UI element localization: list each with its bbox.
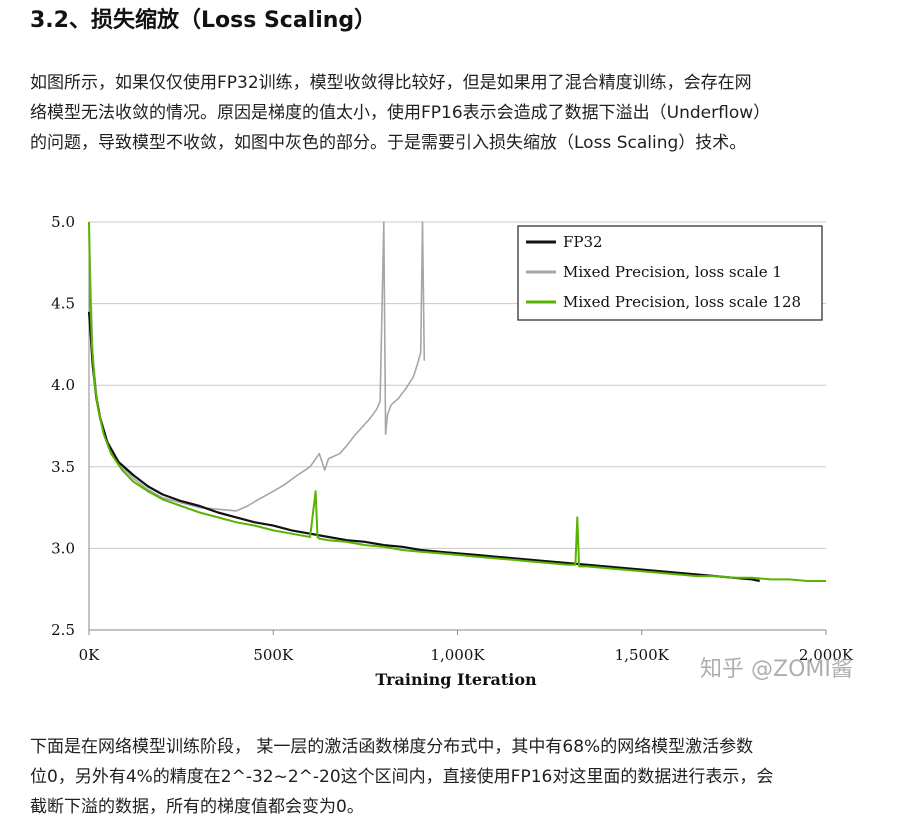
loss-curve-figure: 2.5 3.0 3.5 4.0 4.5 5.0 0K 500K 1,000K 1,500K 2,0…	[36, 200, 862, 700]
chart-legend: FP32 Mixed Precision, loss scale 1 Mixed…	[517, 225, 823, 321]
chart-gridlines	[89, 221, 826, 549]
paragraph-line: 下面是在网络模型训练阶段， 某一层的激活函数梯度分布式中，其中有68%的网络模型…	[30, 737, 754, 757]
watermark: 知乎 @ZOMI酱	[700, 657, 853, 682]
loss-curve-chart: 2.5 3.0 3.5 4.0 4.5 5.0 0K 500K 1,000K 1,500K 2,0…	[36, 200, 862, 700]
paragraph-line: 络模型无法收敛的情况。原因是梯度的值太小，使用FP16表示会造成了数据下溢出（U…	[30, 103, 771, 123]
y-tick-label: 3.5	[51, 458, 75, 476]
series-loss-scale-128-line	[88, 221, 826, 582]
y-tick-label: 4.5	[51, 295, 75, 313]
series-loss-scale-1-line	[88, 221, 426, 512]
legend-box	[517, 225, 823, 321]
paragraph-line: 如图所示，如果仅仅使用FP32训练，模型收敛得比较好，但是如果用了混合精度训练，…	[30, 73, 752, 93]
x-axis-ticks: 0K 500K 1,000K 1,500K 2,000K	[79, 630, 854, 664]
x-tick-label: 500K	[253, 646, 294, 664]
x-tick-label: 1,500K	[615, 646, 670, 664]
x-tick-label: 2,000K	[799, 646, 854, 664]
paragraph-line: 位0，另外有4%的精度在2^-32~2^-20这个区间内，直接使用FP16对这里…	[30, 767, 774, 787]
x-tick-label: 1,000K	[430, 646, 485, 664]
x-axis-title: Training Iteration	[375, 670, 537, 689]
section-heading: 3.2、损失缩放（Loss Scaling）	[30, 8, 377, 33]
paragraph-line: 截断下溢的数据，所有的梯度值都会变为0。	[30, 797, 364, 817]
legend-label-loss-scale-128: Mixed Precision, loss scale 128	[563, 293, 801, 311]
chart-series	[87, 221, 826, 583]
y-tick-label: 2.5	[51, 621, 75, 639]
intro-paragraph: 如图所示，如果仅仅使用FP32训练，模型收敛得比较好，但是如果用了混合精度训练，…	[30, 68, 880, 158]
y-tick-label: 4.0	[51, 376, 75, 394]
series-fp32-line	[87, 311, 760, 583]
legend-label-loss-scale-1: Mixed Precision, loss scale 1	[563, 263, 782, 281]
y-tick-label: 5.0	[51, 213, 75, 231]
y-tick-label: 3.0	[51, 539, 75, 557]
legend-label-fp32: FP32	[563, 233, 603, 251]
followup-paragraph: 下面是在网络模型训练阶段， 某一层的激活函数梯度分布式中，其中有68%的网络模型…	[30, 732, 880, 822]
y-axis-ticks: 2.5 3.0 3.5 4.0 4.5 5.0	[51, 213, 75, 639]
paragraph-line: 的问题，导致模型不收敛，如图中灰色的部分。于是需要引入损失缩放（Loss Sca…	[30, 133, 747, 153]
x-tick-label: 0K	[79, 646, 101, 664]
